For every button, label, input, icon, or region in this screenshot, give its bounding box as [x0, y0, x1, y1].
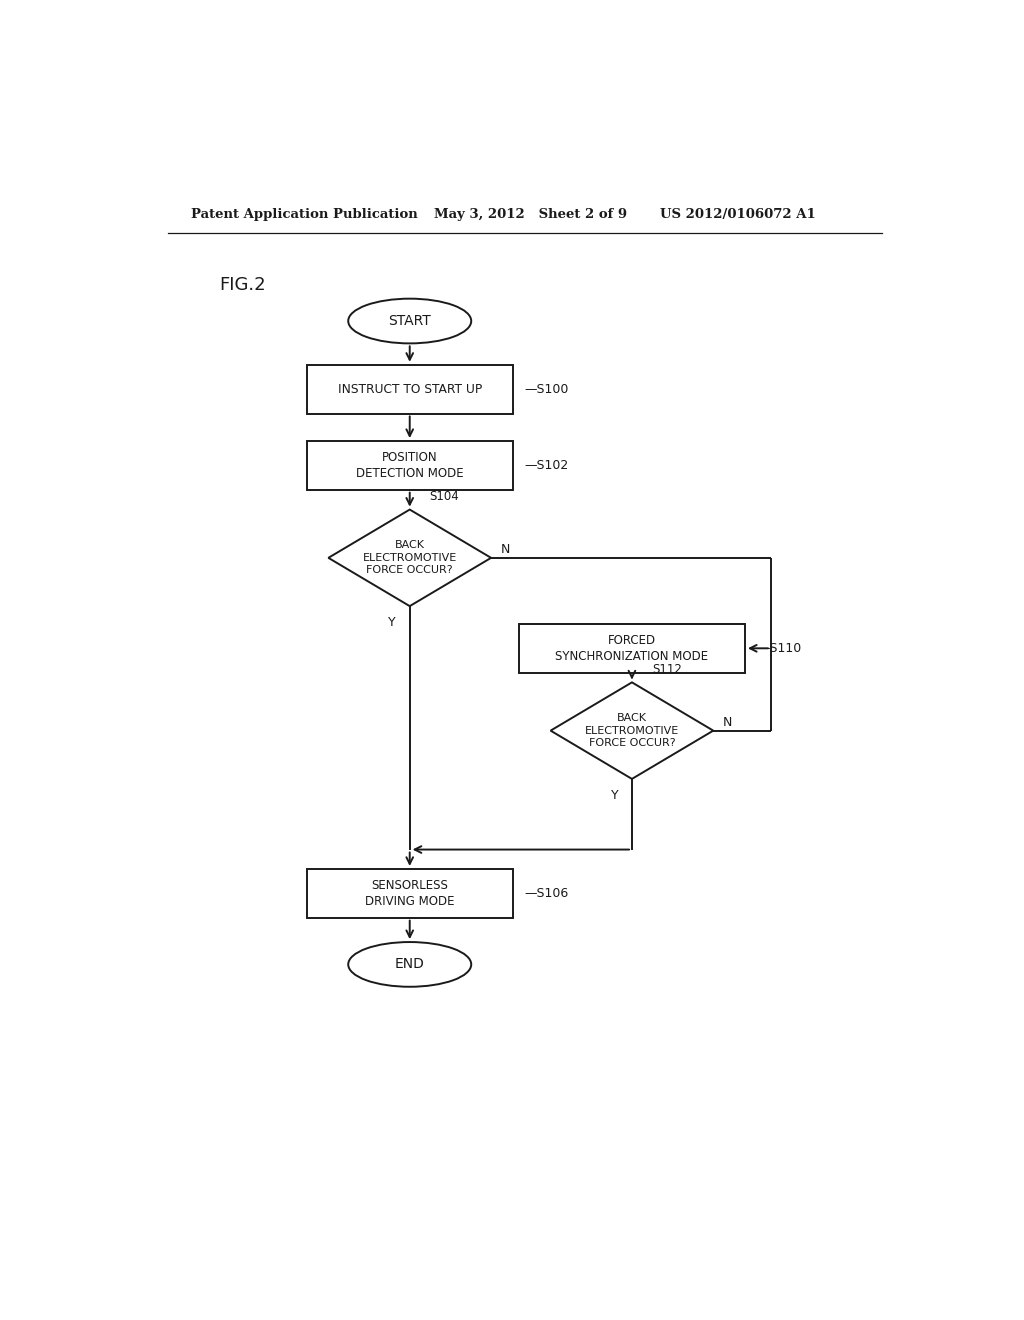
Text: Patent Application Publication: Patent Application Publication — [191, 207, 418, 220]
Text: BACK
ELECTROMOTIVE
FORCE OCCUR?: BACK ELECTROMOTIVE FORCE OCCUR? — [585, 713, 679, 748]
Text: SENSORLESS
DRIVING MODE: SENSORLESS DRIVING MODE — [365, 879, 455, 908]
Text: S112: S112 — [652, 663, 682, 676]
Text: POSITION
DETECTION MODE: POSITION DETECTION MODE — [356, 451, 464, 480]
Text: S104: S104 — [430, 491, 460, 503]
Text: —S106: —S106 — [524, 887, 569, 900]
Bar — [306, 364, 513, 413]
Bar — [519, 624, 745, 673]
Text: START: START — [388, 314, 431, 329]
Text: FORCED
SYNCHRONIZATION MODE: FORCED SYNCHRONIZATION MODE — [555, 634, 709, 663]
Text: —S110: —S110 — [757, 642, 801, 655]
Text: N: N — [723, 715, 732, 729]
Text: FIG.2: FIG.2 — [219, 276, 266, 294]
Text: INSTRUCT TO START UP: INSTRUCT TO START UP — [338, 383, 482, 396]
Text: —S100: —S100 — [524, 383, 569, 396]
Text: —S102: —S102 — [524, 459, 569, 471]
Text: US 2012/0106072 A1: US 2012/0106072 A1 — [659, 207, 815, 220]
Text: END: END — [395, 957, 425, 972]
Text: Y: Y — [388, 616, 396, 630]
Bar — [306, 441, 513, 490]
Bar — [306, 869, 513, 917]
Text: May 3, 2012   Sheet 2 of 9: May 3, 2012 Sheet 2 of 9 — [433, 207, 627, 220]
Text: BACK
ELECTROMOTIVE
FORCE OCCUR?: BACK ELECTROMOTIVE FORCE OCCUR? — [362, 540, 457, 576]
Text: N: N — [501, 544, 510, 556]
Text: Y: Y — [610, 789, 618, 803]
